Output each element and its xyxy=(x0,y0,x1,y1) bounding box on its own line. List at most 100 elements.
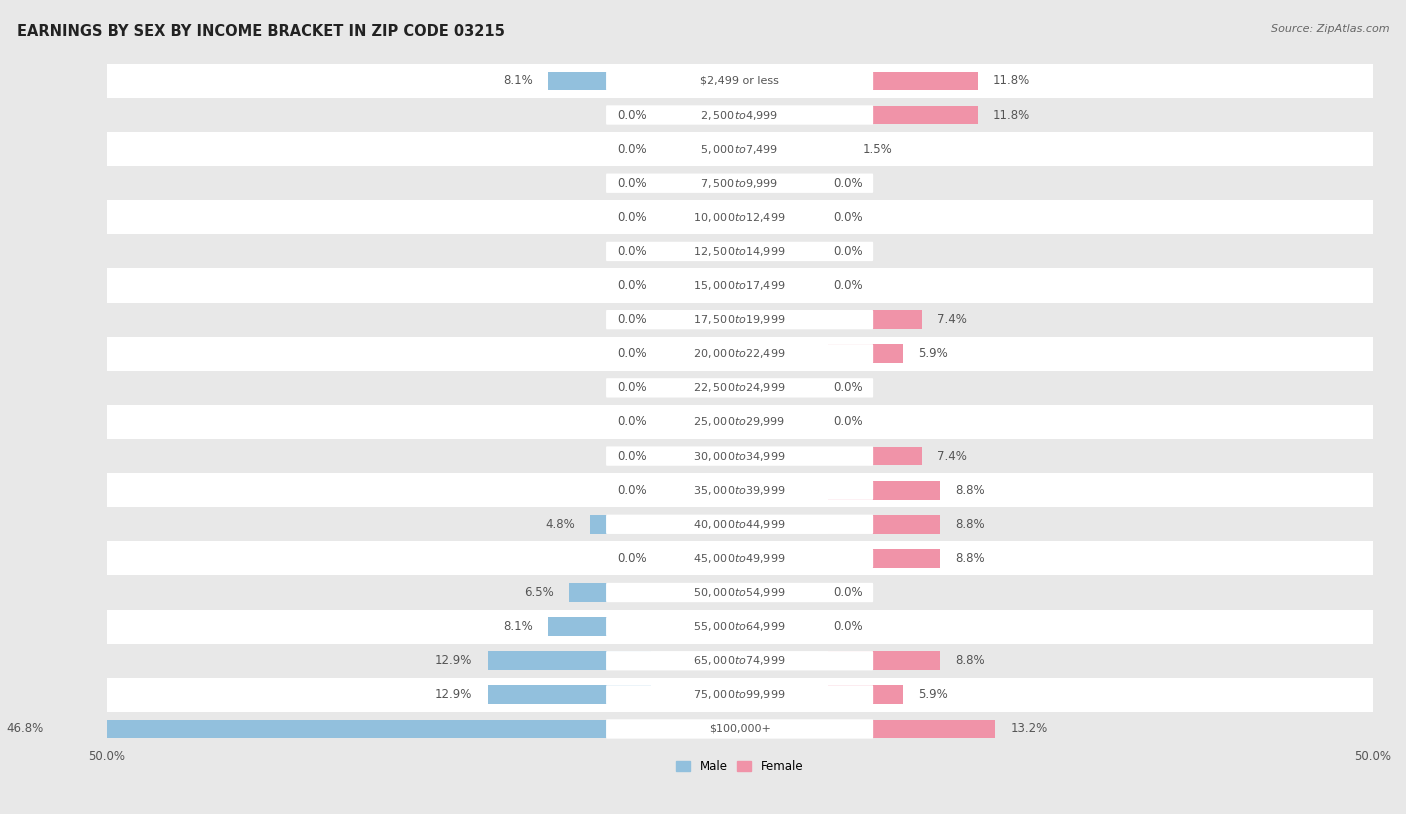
Text: 8.8%: 8.8% xyxy=(955,484,984,497)
Bar xyxy=(107,98,1372,132)
FancyBboxPatch shape xyxy=(606,549,873,568)
FancyBboxPatch shape xyxy=(606,139,873,159)
Text: 0.0%: 0.0% xyxy=(832,211,862,224)
Text: $30,000 to $34,999: $30,000 to $34,999 xyxy=(693,449,786,462)
Text: $20,000 to $22,499: $20,000 to $22,499 xyxy=(693,348,786,361)
Bar xyxy=(828,310,922,329)
Bar xyxy=(569,583,651,602)
Bar xyxy=(107,644,1372,678)
Text: $5,000 to $7,499: $5,000 to $7,499 xyxy=(700,142,779,155)
Bar xyxy=(107,439,1372,473)
Text: $17,500 to $19,999: $17,500 to $19,999 xyxy=(693,313,786,326)
FancyBboxPatch shape xyxy=(606,208,873,227)
Text: 5.9%: 5.9% xyxy=(918,348,948,361)
Bar xyxy=(107,200,1372,234)
Text: 0.0%: 0.0% xyxy=(617,348,647,361)
Text: $50,000 to $54,999: $50,000 to $54,999 xyxy=(693,586,786,599)
FancyBboxPatch shape xyxy=(606,583,873,602)
Bar xyxy=(107,507,1372,541)
FancyBboxPatch shape xyxy=(606,173,873,193)
Bar xyxy=(548,72,651,90)
Bar xyxy=(488,685,651,704)
Text: $7,500 to $9,999: $7,500 to $9,999 xyxy=(700,177,779,190)
Text: 4.8%: 4.8% xyxy=(546,518,575,531)
FancyBboxPatch shape xyxy=(606,105,873,125)
Bar xyxy=(107,269,1372,303)
Text: 0.0%: 0.0% xyxy=(617,415,647,428)
Bar xyxy=(548,617,651,636)
Text: 0.0%: 0.0% xyxy=(617,177,647,190)
Text: 8.8%: 8.8% xyxy=(955,654,984,667)
Text: 11.8%: 11.8% xyxy=(993,108,1031,121)
Text: 0.0%: 0.0% xyxy=(617,484,647,497)
Text: 5.9%: 5.9% xyxy=(918,689,948,702)
Text: 0.0%: 0.0% xyxy=(617,142,647,155)
Text: 0.0%: 0.0% xyxy=(832,245,862,258)
FancyBboxPatch shape xyxy=(606,413,873,431)
Text: 0.0%: 0.0% xyxy=(832,620,862,633)
Text: 8.8%: 8.8% xyxy=(955,552,984,565)
Bar xyxy=(59,720,651,738)
Text: $75,000 to $99,999: $75,000 to $99,999 xyxy=(693,689,786,702)
Bar xyxy=(107,678,1372,712)
Text: $15,000 to $17,499: $15,000 to $17,499 xyxy=(693,279,786,292)
FancyBboxPatch shape xyxy=(606,720,873,738)
Bar xyxy=(107,166,1372,200)
FancyBboxPatch shape xyxy=(606,310,873,330)
Text: 7.4%: 7.4% xyxy=(936,313,967,326)
Text: 8.1%: 8.1% xyxy=(503,74,533,87)
Text: 7.4%: 7.4% xyxy=(936,449,967,462)
Text: 0.0%: 0.0% xyxy=(617,313,647,326)
Text: 0.0%: 0.0% xyxy=(617,382,647,394)
Bar xyxy=(107,473,1372,507)
Text: $22,500 to $24,999: $22,500 to $24,999 xyxy=(693,382,786,394)
Text: 0.0%: 0.0% xyxy=(617,552,647,565)
Text: $10,000 to $12,499: $10,000 to $12,499 xyxy=(693,211,786,224)
FancyBboxPatch shape xyxy=(606,344,873,363)
Text: $2,499 or less: $2,499 or less xyxy=(700,76,779,86)
Bar xyxy=(107,303,1372,337)
Bar xyxy=(488,651,651,670)
Bar xyxy=(107,541,1372,575)
Text: 0.0%: 0.0% xyxy=(617,211,647,224)
FancyBboxPatch shape xyxy=(606,651,873,671)
Text: 0.0%: 0.0% xyxy=(832,586,862,599)
Text: Source: ZipAtlas.com: Source: ZipAtlas.com xyxy=(1271,24,1389,34)
Text: $100,000+: $100,000+ xyxy=(709,724,770,734)
Text: $40,000 to $44,999: $40,000 to $44,999 xyxy=(693,518,786,531)
Bar xyxy=(828,549,939,568)
Text: EARNINGS BY SEX BY INCOME BRACKET IN ZIP CODE 03215: EARNINGS BY SEX BY INCOME BRACKET IN ZIP… xyxy=(17,24,505,39)
Bar xyxy=(828,515,939,534)
Text: 12.9%: 12.9% xyxy=(436,654,472,667)
Bar xyxy=(107,712,1372,746)
FancyBboxPatch shape xyxy=(606,379,873,397)
Bar xyxy=(828,140,848,159)
Text: 46.8%: 46.8% xyxy=(6,723,44,736)
Text: $45,000 to $49,999: $45,000 to $49,999 xyxy=(693,552,786,565)
FancyBboxPatch shape xyxy=(606,685,873,705)
Text: 0.0%: 0.0% xyxy=(832,279,862,292)
Text: 8.1%: 8.1% xyxy=(503,620,533,633)
Bar xyxy=(107,405,1372,439)
Text: 0.0%: 0.0% xyxy=(832,177,862,190)
Text: 8.8%: 8.8% xyxy=(955,518,984,531)
Text: $12,500 to $14,999: $12,500 to $14,999 xyxy=(693,245,786,258)
Bar xyxy=(591,515,651,534)
Text: 6.5%: 6.5% xyxy=(524,586,554,599)
FancyBboxPatch shape xyxy=(606,617,873,637)
Text: $55,000 to $64,999: $55,000 to $64,999 xyxy=(693,620,786,633)
Text: $2,500 to $4,999: $2,500 to $4,999 xyxy=(700,108,779,121)
Bar xyxy=(828,344,903,363)
Text: $65,000 to $74,999: $65,000 to $74,999 xyxy=(693,654,786,667)
Text: 11.8%: 11.8% xyxy=(993,74,1031,87)
Text: 0.0%: 0.0% xyxy=(617,279,647,292)
Bar xyxy=(107,234,1372,269)
FancyBboxPatch shape xyxy=(606,480,873,500)
Text: 0.0%: 0.0% xyxy=(832,415,862,428)
Bar xyxy=(107,337,1372,371)
Bar xyxy=(828,685,903,704)
Text: $25,000 to $29,999: $25,000 to $29,999 xyxy=(693,415,786,428)
Text: 0.0%: 0.0% xyxy=(617,108,647,121)
Text: $35,000 to $39,999: $35,000 to $39,999 xyxy=(693,484,786,497)
Bar xyxy=(107,63,1372,98)
